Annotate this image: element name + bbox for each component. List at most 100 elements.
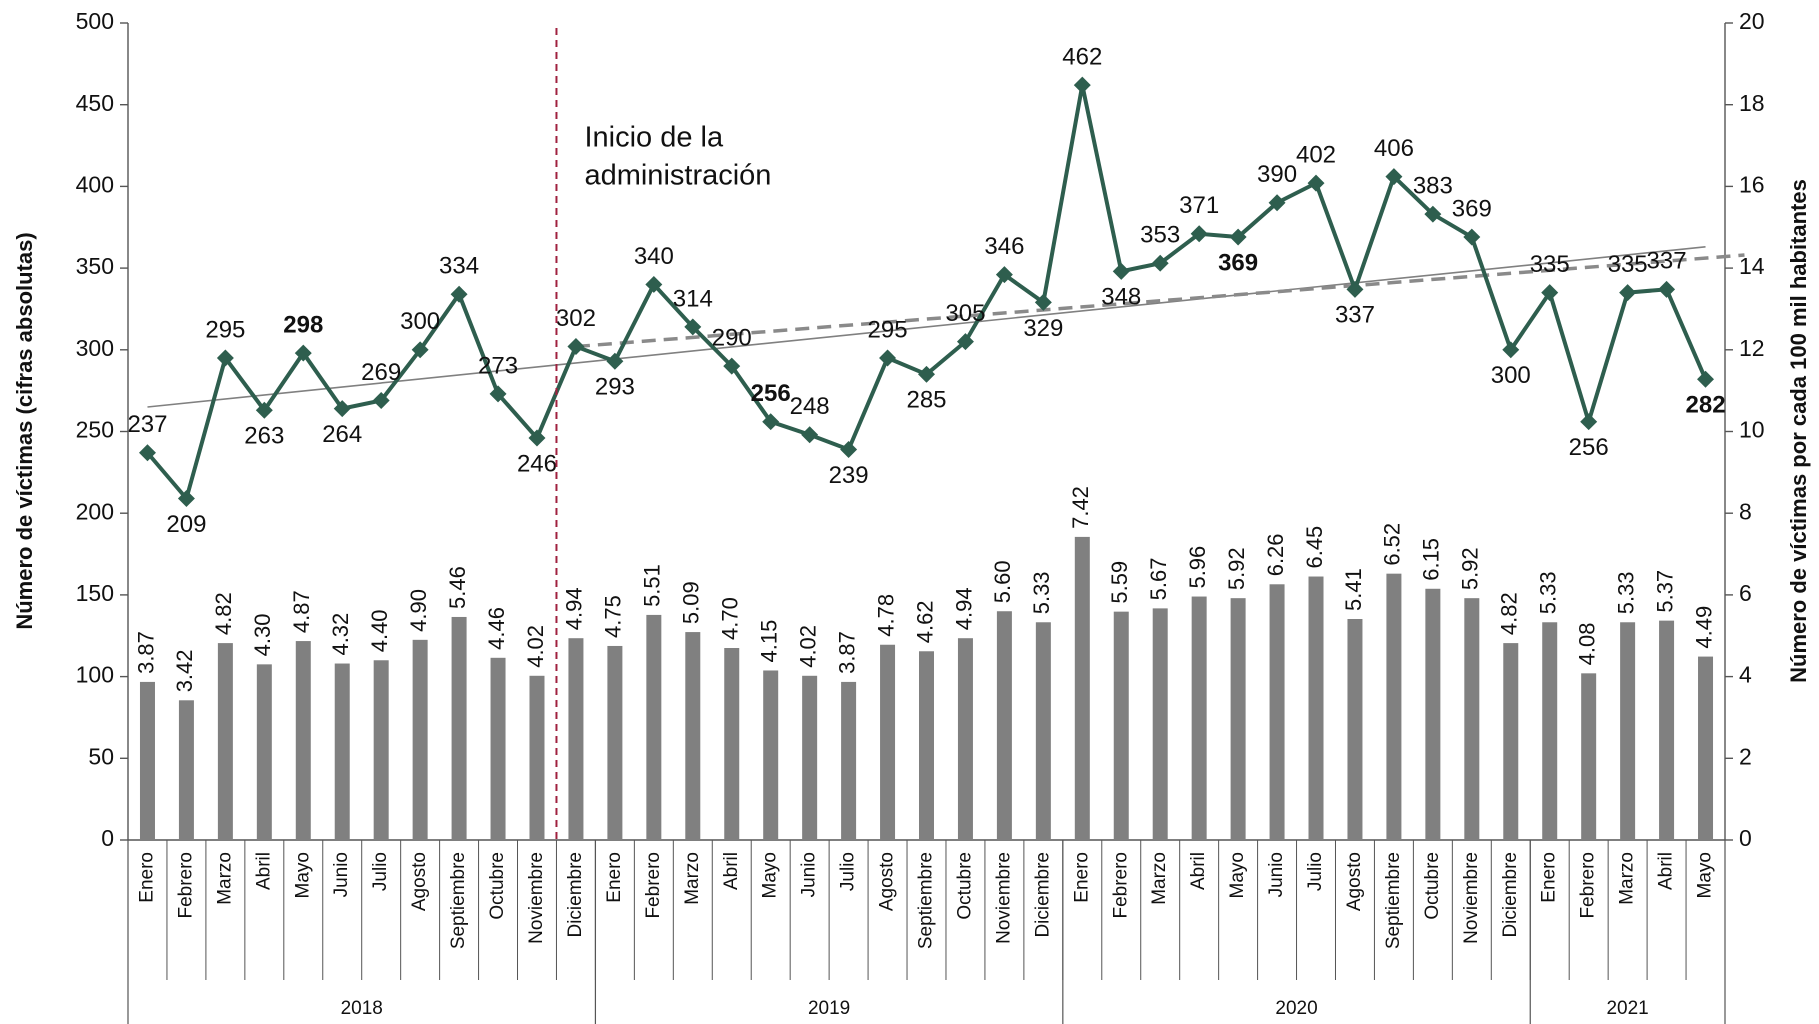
bar-value-label: 4.30 bbox=[250, 614, 275, 657]
bar-value-label: 5.51 bbox=[640, 564, 665, 607]
line-value-label: 237 bbox=[127, 411, 167, 438]
line-value-label: 390 bbox=[1257, 161, 1297, 188]
bar bbox=[1659, 621, 1674, 840]
bar-value-label: 5.33 bbox=[1613, 571, 1638, 614]
x-tick-label: Abril bbox=[721, 852, 742, 890]
y2-tick-label: 14 bbox=[1739, 253, 1765, 279]
x-tick-label: Febrero bbox=[643, 852, 664, 919]
bar-value-label: 5.33 bbox=[1029, 571, 1054, 614]
bar-value-label: 4.70 bbox=[718, 597, 743, 640]
x-tick-label: Octubre bbox=[487, 852, 508, 920]
y2-tick-label: 16 bbox=[1739, 171, 1765, 197]
x-tick-label: Mayo bbox=[292, 852, 313, 898]
bar-value-label: 3.42 bbox=[172, 649, 197, 692]
bar-value-label: 5.09 bbox=[679, 581, 704, 624]
bar-value-label: 4.87 bbox=[289, 590, 314, 633]
line-marker bbox=[606, 353, 623, 370]
x-tick-label: Diciembre bbox=[1032, 852, 1053, 938]
line-value-label: 383 bbox=[1413, 173, 1453, 200]
x-tick-label: Marzo bbox=[1617, 852, 1638, 905]
bar bbox=[257, 664, 272, 840]
bar-value-label: 4.32 bbox=[328, 613, 353, 656]
bar-value-label: 3.87 bbox=[834, 631, 859, 674]
y2-tick-label: 2 bbox=[1739, 743, 1752, 769]
bar-value-label: 5.96 bbox=[1185, 546, 1210, 589]
x-tick-label: Agosto bbox=[877, 852, 898, 911]
annotation: Inicio de la bbox=[584, 122, 724, 154]
bar-value-label: 4.49 bbox=[1691, 606, 1716, 649]
line-value-label: 264 bbox=[322, 421, 362, 448]
line-marker bbox=[1463, 229, 1480, 246]
year-label: 2021 bbox=[1606, 998, 1648, 1019]
x-tick-label: Diciembre bbox=[1500, 852, 1521, 938]
bar-value-label: 5.92 bbox=[1458, 547, 1483, 590]
bar bbox=[335, 664, 350, 840]
line-value-label: 337 bbox=[1647, 248, 1687, 275]
x-tick-label: Diciembre bbox=[565, 852, 586, 938]
bar-value-label: 5.37 bbox=[1652, 570, 1677, 613]
y-tick-label: 300 bbox=[76, 335, 114, 361]
bar-value-label: 4.90 bbox=[406, 589, 431, 632]
line bbox=[147, 85, 1705, 498]
bar-value-label: 5.33 bbox=[1536, 571, 1561, 614]
line-value-label: 406 bbox=[1374, 135, 1414, 162]
year-label: 2018 bbox=[341, 998, 383, 1019]
bar-value-label: 4.02 bbox=[523, 625, 548, 668]
line-marker bbox=[1580, 413, 1597, 430]
bar-value-label: 4.82 bbox=[211, 592, 236, 635]
bar bbox=[374, 660, 389, 840]
x-tick-label: Junio bbox=[331, 852, 352, 897]
bar bbox=[1386, 574, 1401, 840]
line-marker bbox=[1113, 263, 1130, 280]
bar bbox=[296, 641, 311, 840]
bar-value-label: 4.08 bbox=[1574, 623, 1599, 666]
x-tick-label: Febrero bbox=[1110, 852, 1131, 919]
y2-tick-label: 12 bbox=[1739, 335, 1765, 361]
bar-value-label: 4.62 bbox=[912, 600, 937, 643]
bar-value-label: 4.94 bbox=[951, 587, 976, 630]
y-tick-label: 150 bbox=[76, 580, 114, 606]
bar-value-label: 6.15 bbox=[1419, 538, 1444, 581]
line-value-label: 300 bbox=[1491, 362, 1531, 389]
line-value-label: 295 bbox=[205, 316, 245, 343]
line-marker bbox=[801, 426, 818, 443]
bar bbox=[529, 676, 544, 840]
bar-value-label: 4.75 bbox=[601, 595, 626, 638]
x-tick-label: Noviembre bbox=[1461, 852, 1482, 944]
x-tick-label: Agosto bbox=[409, 852, 430, 911]
x-tick-label: Marzo bbox=[1149, 852, 1170, 905]
line-value-label: 353 bbox=[1140, 222, 1180, 249]
line-value-label: 305 bbox=[945, 300, 985, 327]
x-tick-label: Febrero bbox=[1578, 852, 1599, 919]
line-value-label: 337 bbox=[1335, 302, 1375, 329]
line-value-label: 256 bbox=[751, 380, 791, 407]
x-tick-label: Octubre bbox=[1422, 852, 1443, 920]
bar bbox=[179, 700, 194, 840]
bar-value-label: 5.92 bbox=[1224, 547, 1249, 590]
line-marker bbox=[879, 349, 896, 366]
line-marker bbox=[1074, 77, 1091, 94]
y-tick-label: 250 bbox=[76, 417, 114, 443]
y2-tick-label: 8 bbox=[1739, 498, 1752, 524]
line-marker bbox=[1658, 281, 1675, 298]
y-tick-label: 350 bbox=[76, 253, 114, 279]
bar bbox=[1347, 619, 1362, 840]
line-marker bbox=[567, 338, 584, 355]
year-label: 2019 bbox=[808, 998, 850, 1019]
line-marker bbox=[1308, 175, 1325, 192]
bar bbox=[1542, 622, 1557, 840]
x-tick-label: Septiembre bbox=[1383, 852, 1404, 949]
bar bbox=[763, 670, 778, 840]
line-marker bbox=[1697, 371, 1714, 388]
line-value-label: 293 bbox=[595, 374, 635, 401]
chart: Número de víctimas (cifras absolutas) Nú… bbox=[0, 0, 1819, 1024]
bar-value-label: 6.52 bbox=[1380, 523, 1405, 566]
x-tick-label: Enero bbox=[604, 852, 625, 903]
y2-tick-label: 4 bbox=[1739, 662, 1752, 688]
y-tick-label: 450 bbox=[76, 90, 114, 116]
y-axis-title: Número de víctimas (cifras absolutas) bbox=[12, 232, 37, 629]
bar bbox=[413, 640, 428, 840]
y-tick-label: 500 bbox=[76, 8, 114, 34]
line-value-label: 285 bbox=[906, 387, 946, 414]
line-value-label: 348 bbox=[1101, 284, 1141, 311]
